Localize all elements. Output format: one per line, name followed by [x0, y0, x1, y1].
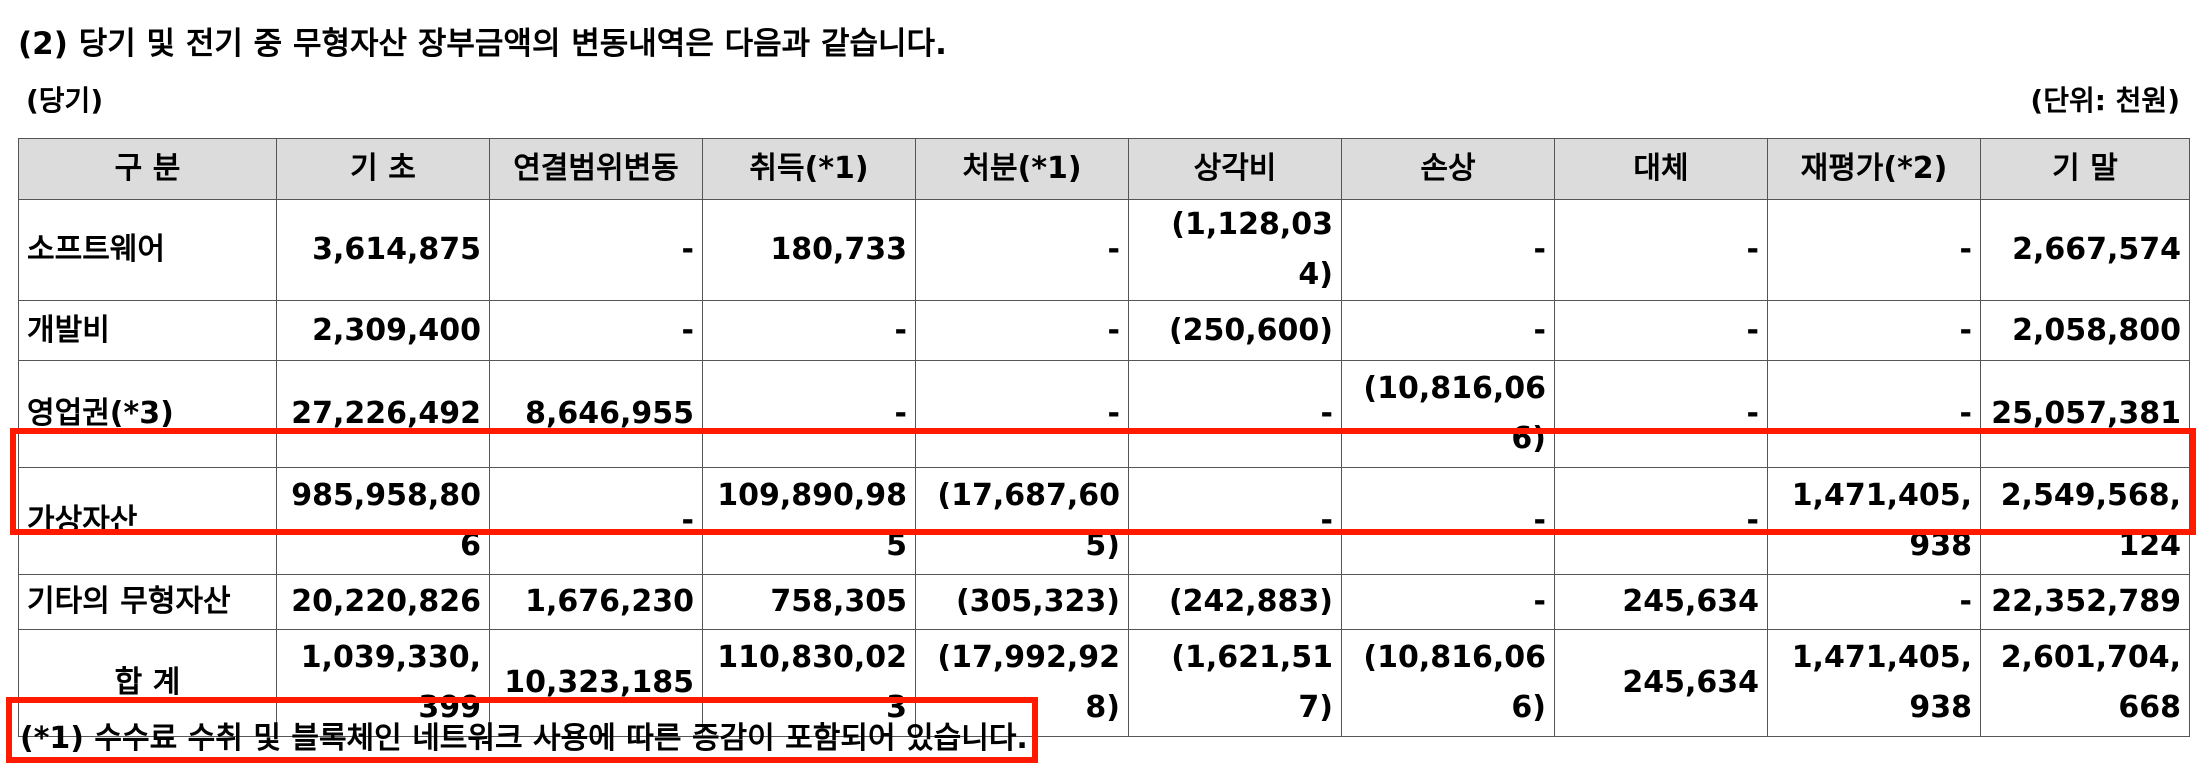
table-cell: - — [1341, 300, 1555, 361]
unit-label: (단위: 천원) — [2030, 84, 2180, 117]
table-cell: - — [1341, 467, 1555, 575]
table-cell: (1,621,517) — [1128, 629, 1342, 737]
header-impairment: 손상 — [1341, 138, 1555, 200]
header-transfer: 대체 — [1554, 138, 1768, 200]
table-cell: - — [1128, 360, 1342, 468]
table-cell: 1,039,330,399 — [276, 629, 490, 737]
header-amortization: 상각비 — [1128, 138, 1342, 200]
table-cell: 10,323,185 — [489, 629, 703, 737]
row-label: 소프트웨어 — [18, 199, 277, 301]
table-cell: - — [1554, 360, 1768, 468]
row-label: 영업권(*3) — [18, 360, 277, 468]
table-cell: - — [1128, 467, 1342, 575]
table-cell: 2,601,704,668 — [1980, 629, 2190, 737]
table-row: 기타의 무형자산 20,220,826 1,676,230 758,305 (3… — [18, 574, 2190, 630]
table-cell: 25,057,381 — [1980, 360, 2190, 468]
table-cell: - — [489, 467, 703, 575]
header-revaluation: 재평가(*2) — [1767, 138, 1981, 200]
table-cell: 109,890,985 — [702, 467, 916, 575]
table-cell: 8,646,955 — [489, 360, 703, 468]
table-cell: (305,323) — [915, 574, 1129, 630]
highlight-box-footnote — [6, 697, 1038, 763]
table-cell: - — [915, 199, 1129, 301]
table-cell: - — [1554, 300, 1768, 361]
table-total-row: 합 계 1,039,330,399 10,323,185 110,830,023… — [18, 629, 2190, 737]
table-cell: 245,634 — [1554, 574, 1768, 630]
table-cell: - — [915, 360, 1129, 468]
table-cell: 2,058,800 — [1980, 300, 2190, 361]
table-cell: 2,549,568,124 — [1980, 467, 2190, 575]
table-cell: - — [915, 300, 1129, 361]
table-cell: - — [1767, 199, 1981, 301]
table-row: 개발비 2,309,400 - - - (250,600) - - - 2,05… — [18, 300, 2190, 361]
period-label: (당기) — [26, 84, 104, 117]
table-cell: 3,614,875 — [276, 199, 490, 301]
table-cell: - — [1554, 467, 1768, 575]
table-header-row: 구 분 기 초 연결범위변동 취득(*1) 처분(*1) 상각비 손상 대체 재… — [18, 138, 2190, 200]
table-cell: 180,733 — [702, 199, 916, 301]
table-cell: (17,687,605) — [915, 467, 1129, 575]
table-cell: 110,830,023 — [702, 629, 916, 737]
row-label: 합 계 — [18, 629, 277, 737]
table-cell: 1,471,405,938 — [1767, 629, 1981, 737]
row-label: 가상자산 — [18, 467, 277, 575]
table-cell: - — [1767, 360, 1981, 468]
table-cell: 1,471,405,938 — [1767, 467, 1981, 575]
table-row: 영업권(*3) 27,226,492 8,646,955 - - - (10,8… — [18, 360, 2190, 468]
row-label: 개발비 — [18, 300, 277, 361]
table-cell: 985,958,806 — [276, 467, 490, 575]
table-cell: - — [1341, 199, 1555, 301]
table-cell: - — [1341, 574, 1555, 630]
header-consolidation-change: 연결범위변동 — [489, 138, 703, 200]
footnote-text: (*1) 수수료 수취 및 블록체인 네트워크 사용에 따른 증감이 포함되어 … — [20, 721, 1028, 756]
table-cell: (10,816,066) — [1341, 360, 1555, 468]
table-row: 소프트웨어 3,614,875 - 180,733 - (1,128,034) … — [18, 199, 2190, 301]
table-cell: 22,352,789 — [1980, 574, 2190, 630]
table-cell: (10,816,066) — [1341, 629, 1555, 737]
intangible-assets-table: 구 분 기 초 연결범위변동 취득(*1) 처분(*1) 상각비 손상 대체 재… — [18, 138, 2190, 737]
table-cell: - — [1767, 574, 1981, 630]
table-cell: (1,128,034) — [1128, 199, 1342, 301]
table-cell: (17,992,928) — [915, 629, 1129, 737]
table-cell: 27,226,492 — [276, 360, 490, 468]
header-category: 구 분 — [18, 138, 277, 200]
table-cell: 20,220,826 — [276, 574, 490, 630]
header-acquisition: 취득(*1) — [702, 138, 916, 200]
header-disposal: 처분(*1) — [915, 138, 1129, 200]
header-ending: 기 말 — [1980, 138, 2190, 200]
table-cell: (250,600) — [1128, 300, 1342, 361]
table-row-highlighted: 가상자산 985,958,806 - 109,890,985 (17,687,6… — [18, 467, 2190, 575]
table-cell: 758,305 — [702, 574, 916, 630]
row-label: 기타의 무형자산 — [18, 574, 277, 630]
table-cell: 1,676,230 — [489, 574, 703, 630]
table-cell: 2,309,400 — [276, 300, 490, 361]
table-cell: - — [702, 300, 916, 361]
table-cell: - — [702, 360, 916, 468]
section-heading: (2) 당기 및 전기 중 무형자산 장부금액의 변동내역은 다음과 같습니다. — [18, 26, 947, 62]
table-cell: - — [1554, 199, 1768, 301]
header-beginning: 기 초 — [276, 138, 490, 200]
table-cell: (242,883) — [1128, 574, 1342, 630]
table-cell: 2,667,574 — [1980, 199, 2190, 301]
table-cell: - — [489, 300, 703, 361]
table-cell: 245,634 — [1554, 629, 1768, 737]
table-cell: - — [489, 199, 703, 301]
table-cell: - — [1767, 300, 1981, 361]
